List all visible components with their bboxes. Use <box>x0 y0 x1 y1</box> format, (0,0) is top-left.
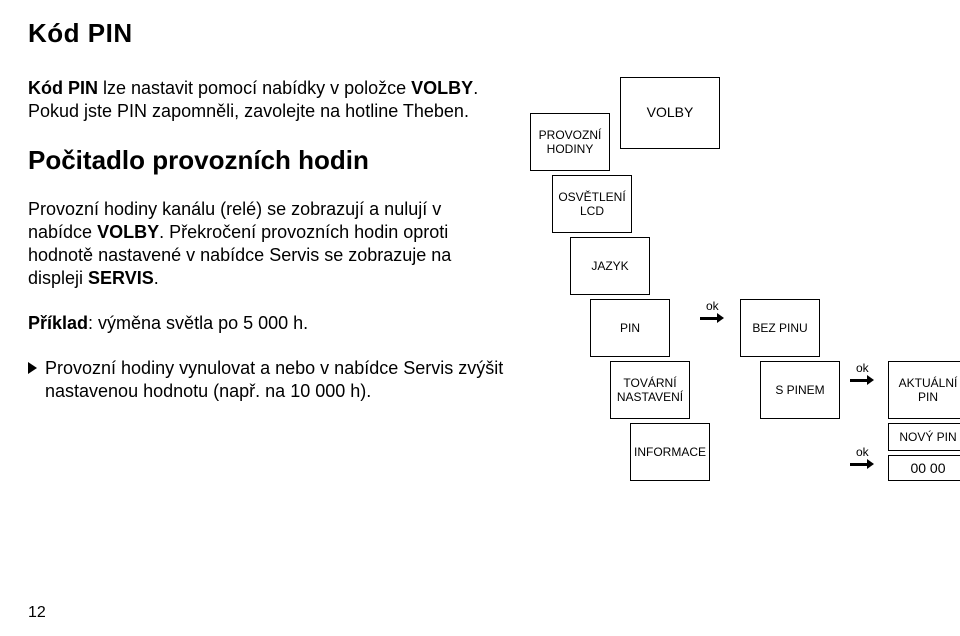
box-tovarni-nastaveni: TOVÁRNÍ NASTAVENÍ <box>610 361 690 419</box>
bullet-icon <box>28 362 37 374</box>
box-jazyk: JAZYK <box>570 237 650 295</box>
right-column: VOLBY PROVOZNÍ HODINY OSVĚTLENÍ LCD JAZY… <box>530 77 932 577</box>
box-volby: VOLBY <box>620 77 720 149</box>
paragraph-2: Provozní hodiny kanálu (relé) se zobrazu… <box>28 198 508 290</box>
ok-label-2: ok <box>856 361 869 375</box>
box-aktualni-pin: AKTUÁLNÍ PIN <box>888 361 960 419</box>
heading-kod-pin: Kód PIN <box>28 18 932 49</box>
menu-diagram: VOLBY PROVOZNÍ HODINY OSVĚTLENÍ LCD JAZY… <box>530 77 932 577</box>
box-bez-pinu: BEZ PINU <box>740 299 820 357</box>
p2-c: . <box>154 268 159 288</box>
box-zeros: 00 00 <box>888 455 960 481</box>
ok-label-3: ok <box>856 445 869 459</box>
example-text: : výměna světla po 5 000 h. <box>88 313 308 333</box>
p1-volby: VOLBY <box>411 78 473 98</box>
p2-servis: SERVIS <box>88 268 154 288</box>
box-provozni-hodiny: PROVOZNÍ HODINY <box>530 113 610 171</box>
arrow-icon-2 <box>850 379 868 382</box>
arrow-icon-3 <box>850 463 868 466</box>
ok-label-1: ok <box>706 299 719 313</box>
left-column: Kód PIN lze nastavit pomocí nabídky v po… <box>28 77 508 577</box>
box-pin: PIN <box>590 299 670 357</box>
paragraph-1: Kód PIN lze nastavit pomocí nabídky v po… <box>28 77 508 123</box>
example-line: Příklad: výměna světla po 5 000 h. <box>28 312 508 335</box>
box-novy-pin: NOVÝ PIN <box>888 423 960 451</box>
p1-kodpin: Kód PIN <box>28 78 98 98</box>
example-label: Příklad <box>28 313 88 333</box>
subheading: Počitadlo provozních hodin <box>28 145 508 176</box>
arrow-icon-1 <box>700 317 718 320</box>
content-columns: Kód PIN lze nastavit pomocí nabídky v po… <box>28 77 932 577</box>
box-osvetleni-lcd: OSVĚTLENÍ LCD <box>552 175 632 233</box>
p1-rest: lze nastavit pomocí nabídky v položce <box>98 78 411 98</box>
box-informace: INFORMACE <box>630 423 710 481</box>
bullet-list: Provozní hodiny vynulovat a nebo v nabíd… <box>28 357 508 403</box>
p2-volby: VOLBY <box>97 222 159 242</box>
bullet-text: Provozní hodiny vynulovat a nebo v nabíd… <box>45 357 508 403</box>
page-number: 12 <box>28 604 46 622</box>
box-s-pinem: S PINEM <box>760 361 840 419</box>
bullet-item: Provozní hodiny vynulovat a nebo v nabíd… <box>28 357 508 403</box>
